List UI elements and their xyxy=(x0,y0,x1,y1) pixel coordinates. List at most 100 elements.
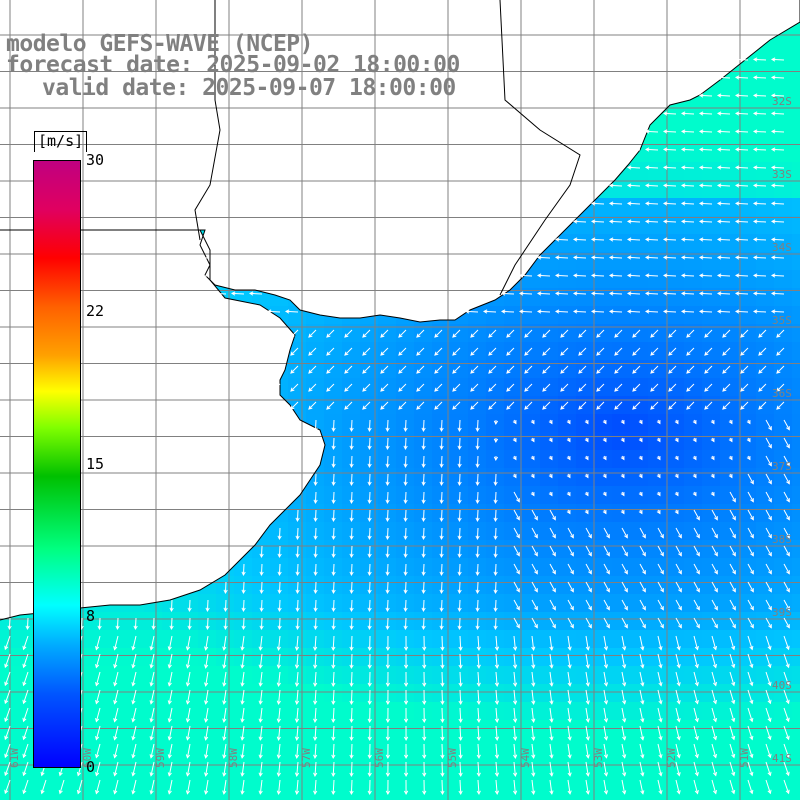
wind-arrow xyxy=(439,617,444,631)
wind-arrow xyxy=(674,437,679,443)
wind-arrow xyxy=(4,635,11,651)
wind-arrow xyxy=(644,147,659,152)
wind-arrow xyxy=(313,545,318,559)
wind-arrow xyxy=(259,617,264,631)
wind-arrow xyxy=(656,509,661,515)
wind-arrow xyxy=(585,599,592,611)
wind-arrow xyxy=(752,165,767,170)
wind-arrow xyxy=(452,383,461,392)
wind-arrow xyxy=(716,93,731,98)
wind-arrow xyxy=(385,671,390,688)
colorbar-tick-0: 0 xyxy=(86,758,96,776)
wind-arrow xyxy=(422,653,427,670)
wind-arrow xyxy=(440,689,445,706)
wind-arrow xyxy=(770,219,785,224)
wind-arrow xyxy=(349,527,354,541)
wind-arrow xyxy=(22,653,29,669)
wind-arrow xyxy=(476,707,481,724)
wind-arrow xyxy=(380,347,389,356)
wind-arrow xyxy=(752,111,767,116)
wind-arrow xyxy=(530,473,535,479)
wind-arrow xyxy=(567,689,572,705)
wind-arrow xyxy=(494,635,500,651)
wind-arrow xyxy=(421,491,426,505)
wind-arrow xyxy=(675,527,682,539)
wind-arrow xyxy=(657,653,663,669)
wind-arrow xyxy=(222,707,227,723)
valid-date: valid date: 2025-09-07 18:00:00 xyxy=(42,75,456,101)
wind-arrow xyxy=(40,779,47,795)
wind-arrow xyxy=(470,401,479,410)
wind-arrow xyxy=(349,419,354,433)
wind-arrow xyxy=(513,617,520,629)
wind-arrow xyxy=(313,581,318,595)
wind-arrow xyxy=(258,725,263,741)
wind-arrow xyxy=(549,581,556,593)
wind-arrow xyxy=(783,563,790,575)
wind-arrow xyxy=(422,743,427,760)
wind-arrow xyxy=(326,329,335,338)
wind-arrow xyxy=(113,779,119,795)
wind-arrow xyxy=(475,563,480,577)
wind-arrow xyxy=(783,617,790,629)
wind-arrow xyxy=(639,689,645,705)
wind-arrow xyxy=(475,617,480,631)
wind-arrow xyxy=(608,237,623,242)
wind-arrow xyxy=(638,437,643,443)
wind-arrow xyxy=(584,473,589,479)
wind-arrow xyxy=(272,383,281,392)
wind-arrow xyxy=(765,689,772,705)
wind-arrow xyxy=(770,291,785,296)
wind-arrow xyxy=(675,761,681,777)
wind-arrow xyxy=(614,329,623,338)
wind-arrow xyxy=(585,581,592,593)
wind-arrow xyxy=(716,273,731,278)
wind-arrow xyxy=(494,671,500,687)
wind-arrow xyxy=(770,111,785,116)
wind-arrow xyxy=(603,545,610,557)
wind-arrow xyxy=(693,599,700,611)
wind-arrow xyxy=(657,563,664,575)
wind-arrow xyxy=(185,689,191,705)
wind-arrow xyxy=(747,509,754,521)
wind-arrow xyxy=(585,617,592,629)
wind-arrow xyxy=(403,437,408,451)
wind-arrow xyxy=(752,273,767,278)
wind-arrow xyxy=(277,527,282,541)
wind-arrow xyxy=(230,291,245,296)
wind-arrow xyxy=(295,617,300,631)
wind-arrow xyxy=(258,689,263,705)
wind-arrow xyxy=(403,581,408,595)
wind-arrow xyxy=(313,617,318,631)
wind-arrow xyxy=(439,599,444,613)
wind-arrow xyxy=(185,743,191,759)
wind-arrow xyxy=(331,509,336,523)
wind-arrow xyxy=(458,689,463,706)
wind-arrow xyxy=(693,743,699,759)
wind-arrow xyxy=(639,545,646,557)
wind-arrow xyxy=(596,347,605,356)
wind-arrow xyxy=(765,635,772,651)
wind-arrow xyxy=(476,725,481,742)
wind-arrow xyxy=(585,545,592,557)
wind-arrow xyxy=(222,725,227,741)
wind-arrow xyxy=(680,111,695,116)
wind-arrow xyxy=(747,527,754,539)
wind-arrow xyxy=(734,147,749,152)
wind-arrow xyxy=(662,237,677,242)
wind-arrow xyxy=(476,743,481,760)
wind-arrow xyxy=(439,581,444,595)
wind-arrow xyxy=(22,707,29,723)
wind-arrow xyxy=(344,401,353,410)
wind-arrow xyxy=(567,743,572,759)
wind-arrow xyxy=(716,291,731,296)
wind-arrow xyxy=(76,779,83,795)
wind-arrow xyxy=(531,725,536,741)
wind-arrow xyxy=(204,779,209,795)
wind-arrow xyxy=(693,725,699,741)
wind-arrow xyxy=(549,599,556,611)
wind-arrow xyxy=(698,201,713,206)
wind-arrow xyxy=(531,563,538,575)
colorbar-unit: [m/s] xyxy=(34,131,88,152)
wind-arrow xyxy=(276,689,281,705)
